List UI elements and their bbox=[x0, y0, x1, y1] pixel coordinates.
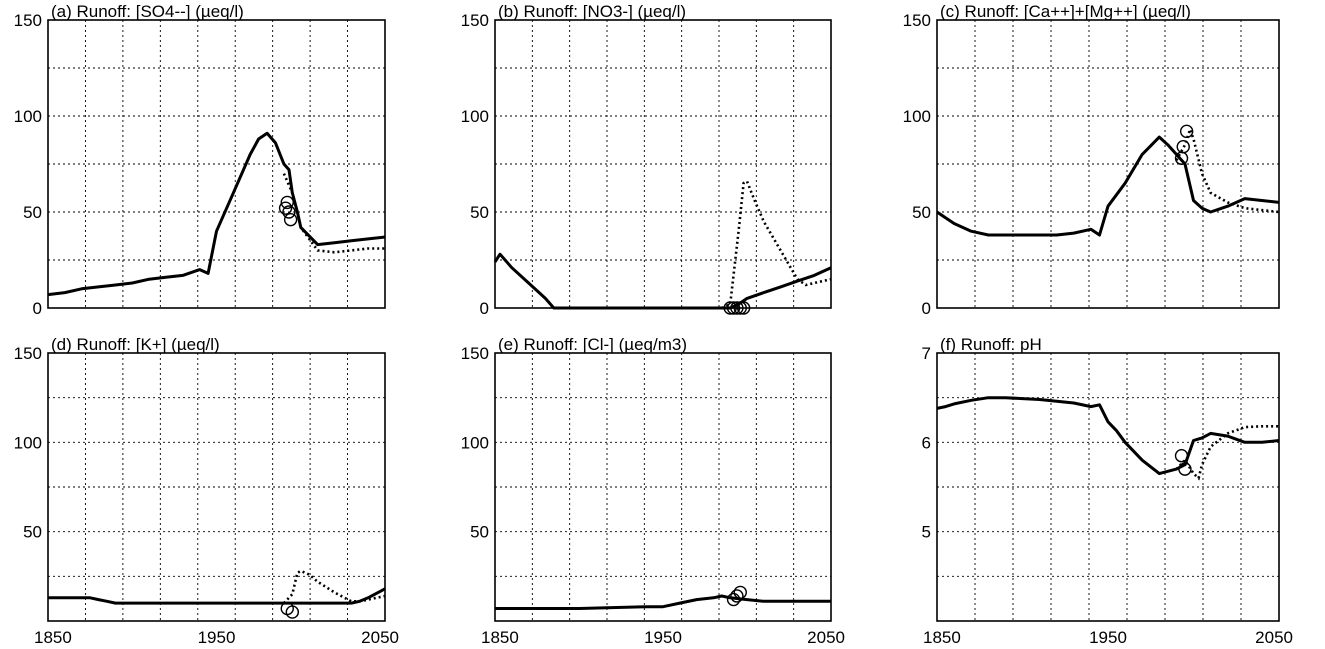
chart-panel-1: (a) Runoff: [SO4--] (µeq/l) 0 50 100 150 bbox=[14, 2, 386, 318]
panel-title: (d) Runoff: [K+] (µeq/l) bbox=[51, 335, 220, 354]
x-tick-label: 1850 bbox=[481, 628, 519, 647]
y-tick-label: 50 bbox=[470, 203, 489, 222]
chart-panel-2: (b) Runoff: [NO3-] (µeq/l) 0 50 100 150 bbox=[461, 2, 832, 318]
observation-point bbox=[285, 605, 300, 619]
y-tick-label: 150 bbox=[14, 344, 42, 363]
observation-point bbox=[730, 589, 744, 603]
x-tick-label: 1850 bbox=[34, 628, 72, 647]
plot-frame bbox=[936, 352, 1280, 622]
y-tick-label: 6 bbox=[922, 433, 931, 452]
y-tick-label: 150 bbox=[461, 344, 489, 363]
x-tick-label: 1950 bbox=[644, 628, 682, 647]
series-line-dotted bbox=[282, 569, 386, 604]
series-line-solid bbox=[47, 131, 386, 297]
series-line-solid bbox=[936, 396, 1280, 476]
y-tick-label: 50 bbox=[23, 203, 42, 222]
y-tick-label: 50 bbox=[912, 203, 931, 222]
observation-point bbox=[1178, 462, 1192, 476]
y-tick-label: 7 bbox=[922, 344, 931, 363]
y-tick-label: 100 bbox=[461, 107, 489, 126]
series-line-solid bbox=[936, 135, 1280, 237]
chart-panel-4: (d) Runoff: [K+] (µeq/l) 50 100 150 1850 1950… bbox=[14, 335, 399, 647]
observation-point bbox=[282, 205, 296, 219]
plot-frame bbox=[47, 352, 386, 622]
observation-point bbox=[283, 212, 298, 227]
observation-point bbox=[1174, 449, 1189, 463]
x-tick-label: 1950 bbox=[1089, 628, 1127, 647]
series-line-dotted bbox=[1175, 424, 1279, 481]
y-tick-label: 0 bbox=[33, 299, 42, 318]
panel-title: (c) Runoff: [Ca++]+[Mg++] (µeq/l) bbox=[940, 2, 1191, 21]
panel-title: (e) Runoff: [Cl-] (µeq/m3) bbox=[498, 335, 687, 354]
x-tick-label: 2050 bbox=[807, 628, 845, 647]
y-tick-label: 50 bbox=[470, 523, 489, 542]
y-tick-label: 150 bbox=[14, 11, 42, 30]
y-tick-label: 100 bbox=[14, 433, 42, 452]
y-tick-label: 100 bbox=[14, 107, 42, 126]
chart-panel-5: (e) Runoff: [Cl-] (µeq/m3) 50 100 150 1850 19… bbox=[461, 335, 845, 647]
y-tick-label: 150 bbox=[903, 11, 931, 30]
x-tick-label: 2050 bbox=[361, 628, 399, 647]
series-line-dotted bbox=[282, 173, 385, 254]
observation-point bbox=[1176, 140, 1190, 154]
panel-title: (f) Runoff: pH bbox=[940, 335, 1042, 354]
series-line-dotted bbox=[721, 179, 832, 310]
y-tick-label: 0 bbox=[922, 299, 931, 318]
panel-title: (b) Runoff: [NO3-] (µeq/l) bbox=[498, 2, 686, 21]
observation-point bbox=[278, 201, 293, 215]
series-line-solid bbox=[493, 252, 832, 310]
panel-title: (a) Runoff: [SO4--] (µeq/l) bbox=[51, 2, 244, 21]
y-tick-label: 100 bbox=[903, 107, 931, 126]
x-tick-label: 1850 bbox=[923, 628, 961, 647]
y-tick-label: 5 bbox=[922, 523, 931, 542]
y-tick-label: 50 bbox=[23, 523, 42, 542]
chart-panel-3: (c) Runoff: [Ca++]+[Mg++] (µeq/l) 0 50 100 1… bbox=[903, 2, 1280, 318]
y-tick-label: 100 bbox=[461, 433, 489, 452]
plot-frame bbox=[936, 19, 1280, 309]
series-line-solid bbox=[495, 594, 831, 610]
x-tick-label: 2050 bbox=[1255, 628, 1293, 647]
observation-point bbox=[733, 585, 747, 600]
plot-frame bbox=[494, 19, 832, 309]
y-tick-label: 150 bbox=[461, 11, 489, 30]
observation-point bbox=[280, 195, 294, 210]
x-tick-label: 1950 bbox=[198, 628, 236, 647]
y-tick-label: 0 bbox=[480, 299, 489, 318]
plot-frame bbox=[47, 19, 386, 309]
chart-panel-6: (f) Runoff: pH 5 6 7 1850 1950 2050 bbox=[922, 335, 1293, 647]
observation-point bbox=[726, 592, 741, 607]
observation-point bbox=[1179, 124, 1194, 139]
plot-frame bbox=[494, 352, 832, 622]
series-line-solid bbox=[48, 587, 386, 605]
